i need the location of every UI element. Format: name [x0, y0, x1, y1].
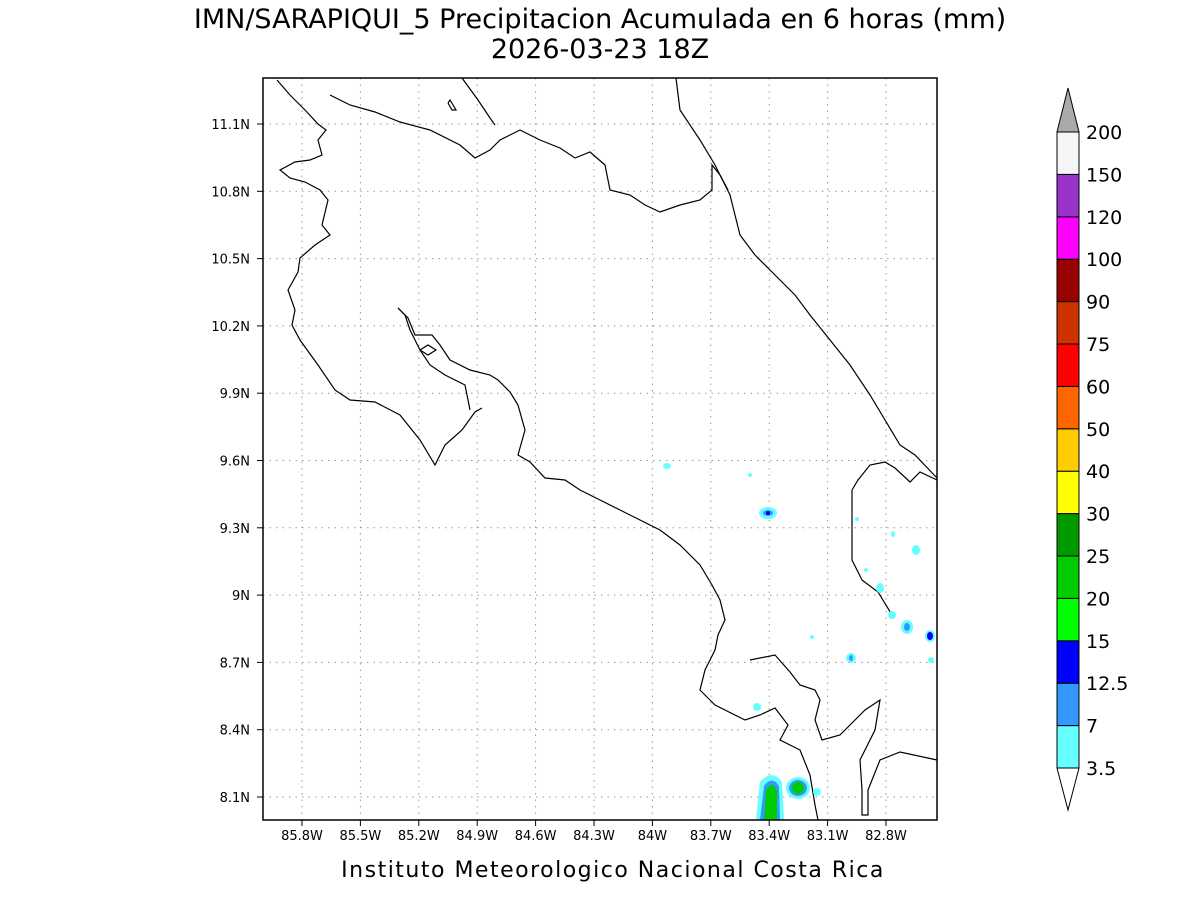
lat-tick-label: 9N	[232, 589, 250, 604]
lat-tick-label: 10.8N	[211, 185, 250, 200]
colorbar-box	[1056, 258, 1080, 303]
colorbar-label: 60	[1086, 376, 1110, 398]
colorbar-box	[1056, 428, 1080, 472]
lat-tick-label: 9.6N	[220, 455, 250, 470]
colorbar-box	[1056, 470, 1080, 515]
colorbar-label: 25	[1086, 546, 1110, 568]
colorbar-box	[1056, 555, 1080, 599]
colorbar-label: 7	[1086, 716, 1098, 738]
lon-tick-label: 85.2W	[398, 829, 440, 844]
colorbar-label: 150	[1086, 164, 1122, 186]
colorbar-box	[1056, 725, 1080, 769]
lon-tick-label: 82.8W	[865, 829, 907, 844]
colorbar-box	[1056, 173, 1080, 218]
lat-tick-label: 10.2N	[211, 320, 250, 335]
colorbar-label: 15	[1086, 631, 1110, 653]
colorbar-label: 12.5	[1086, 673, 1128, 695]
map-frame	[262, 77, 938, 821]
colorbar-box	[1056, 131, 1080, 175]
lon-tick-label: 83.7W	[690, 829, 732, 844]
colorbar-label: 40	[1086, 461, 1110, 483]
lat-tick-label: 9.3N	[220, 522, 250, 537]
colorbar-box	[1056, 597, 1080, 642]
colorbar-label: 3.5	[1086, 758, 1116, 780]
colorbar-box	[1056, 343, 1080, 387]
colorbar-label: 30	[1086, 504, 1110, 526]
lon-tick-label: 83.1W	[807, 829, 849, 844]
colorbar-label: 200	[1086, 122, 1122, 144]
colorbar-box	[1056, 216, 1080, 260]
lat-tick-label: 11.1N	[211, 118, 250, 133]
colorbar-label: 100	[1086, 249, 1122, 271]
lon-tick-label: 84.9W	[456, 829, 498, 844]
coastline	[276, 77, 938, 821]
colorbar-under	[1056, 767, 1080, 812]
footer: Instituto Meteorologico Nacional Costa R…	[341, 858, 885, 883]
lon-tick-label: 84.3W	[573, 829, 615, 844]
colorbar-label: 50	[1086, 419, 1110, 441]
colorbar-label: 75	[1086, 334, 1110, 356]
lat-tick-label: 10.5N	[211, 253, 250, 268]
colorbar	[1056, 87, 1080, 812]
subtitle: 2026-03-23 18Z	[491, 34, 709, 65]
lon-tick-label: 85.8W	[281, 829, 323, 844]
colorbar-label: 90	[1086, 292, 1110, 314]
lat-tick-label: 8.4N	[220, 724, 250, 739]
lat-tick-label: 9.9N	[220, 387, 250, 402]
colorbar-box	[1056, 385, 1080, 430]
colorbar-box	[1056, 682, 1080, 727]
lon-tick-label: 84.6W	[515, 829, 557, 844]
colorbar-label: 20	[1086, 588, 1110, 610]
lat-tick-label: 8.1N	[220, 791, 250, 806]
colorbar-label: 120	[1086, 207, 1122, 229]
lon-tick-label: 85.5W	[339, 829, 381, 844]
title: IMN/SARAPIQUI_5 Precipitacion Acumulada …	[194, 4, 1006, 35]
colorbar-box	[1056, 640, 1080, 684]
colorbar-box	[1056, 301, 1080, 345]
lon-tick-label: 83.4W	[748, 829, 790, 844]
lon-tick-label: 84W	[638, 829, 668, 844]
colorbar-over	[1056, 87, 1080, 133]
colorbar-box	[1056, 513, 1080, 557]
lat-tick-label: 8.7N	[220, 656, 250, 671]
grid	[257, 78, 937, 826]
precipitation	[663, 463, 935, 820]
